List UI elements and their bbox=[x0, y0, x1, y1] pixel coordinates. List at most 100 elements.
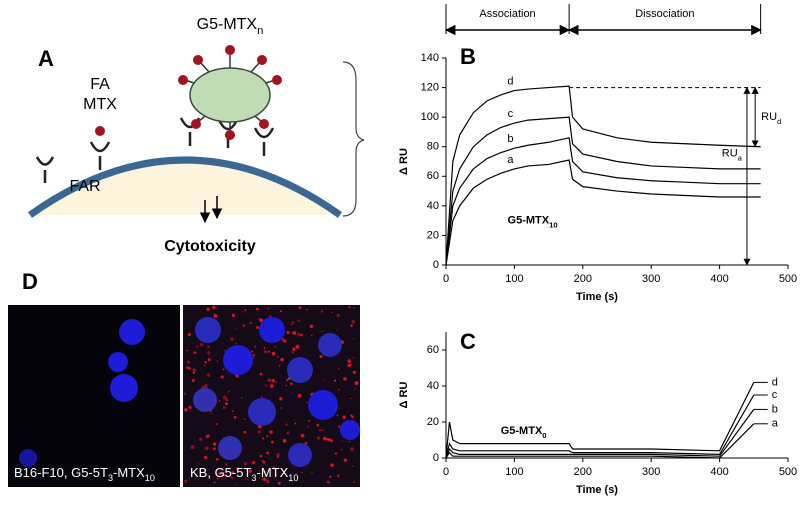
speckle bbox=[259, 455, 263, 458]
speckle bbox=[306, 401, 308, 404]
speckle bbox=[337, 388, 341, 391]
speckle bbox=[207, 351, 211, 355]
subscript: 10 bbox=[145, 473, 155, 483]
speckle bbox=[276, 453, 280, 457]
speckle bbox=[225, 463, 228, 466]
speckle bbox=[268, 378, 271, 382]
speckle bbox=[260, 396, 263, 398]
speckle bbox=[186, 349, 189, 352]
speckle bbox=[206, 307, 210, 311]
folate bbox=[95, 126, 105, 136]
speckle bbox=[323, 379, 325, 382]
speckle bbox=[267, 380, 269, 382]
y-tick-label: 140 bbox=[421, 52, 439, 64]
speckle bbox=[270, 384, 274, 388]
x-tick-label: 300 bbox=[642, 466, 660, 478]
speckle bbox=[282, 438, 287, 443]
speckle bbox=[280, 407, 283, 409]
speckle bbox=[283, 339, 287, 343]
series-label: b bbox=[772, 403, 778, 415]
brace bbox=[342, 61, 365, 217]
x-tick-label: 0 bbox=[443, 273, 449, 285]
speckle bbox=[242, 324, 246, 328]
speckle bbox=[206, 373, 211, 377]
x-tick-label: 500 bbox=[779, 466, 797, 478]
speckle bbox=[297, 307, 299, 309]
speckle bbox=[188, 405, 192, 409]
speckle bbox=[265, 479, 270, 484]
speckle bbox=[306, 308, 308, 311]
series-line bbox=[445, 116, 761, 266]
speckle bbox=[275, 474, 278, 476]
speckle bbox=[225, 402, 229, 406]
x-axis-title: Time (s) bbox=[576, 291, 618, 303]
x-axis-title: Time (s) bbox=[576, 484, 618, 496]
y-tick-label: 40 bbox=[427, 200, 439, 212]
image-caption: KB, G5-5T3-MTX10 bbox=[190, 465, 298, 483]
speckle bbox=[203, 364, 206, 367]
speckle bbox=[185, 365, 189, 370]
dendrimer bbox=[189, 67, 271, 123]
speckle bbox=[321, 429, 324, 432]
y-axis-title: Δ RU bbox=[398, 148, 410, 175]
speckle bbox=[347, 364, 351, 368]
speckle bbox=[343, 458, 347, 462]
speckle bbox=[265, 384, 268, 387]
panel-letter: B bbox=[460, 44, 476, 69]
subscript: 10 bbox=[288, 473, 298, 483]
speckle bbox=[301, 471, 303, 474]
speckle bbox=[236, 467, 240, 471]
speckle bbox=[277, 481, 281, 485]
speckle bbox=[184, 479, 188, 483]
speckle bbox=[252, 353, 256, 357]
speckle bbox=[243, 418, 246, 420]
speckle bbox=[291, 323, 293, 326]
speckle bbox=[323, 436, 327, 441]
speckle bbox=[211, 412, 213, 415]
speckle bbox=[191, 378, 195, 382]
speckle bbox=[279, 310, 282, 313]
speckle bbox=[266, 435, 269, 438]
speckle bbox=[351, 415, 354, 419]
speckle bbox=[350, 397, 352, 400]
speckle bbox=[280, 357, 284, 362]
speckle bbox=[258, 318, 261, 320]
speckle bbox=[213, 312, 215, 315]
panel-a: A FA MTX G5-MTXn FAR Cytotoxicity bbox=[27, 16, 365, 255]
speckle bbox=[241, 397, 243, 399]
speckle bbox=[276, 456, 279, 459]
panel-letter: D bbox=[22, 269, 38, 294]
speckle bbox=[267, 307, 270, 310]
series-label: d bbox=[507, 75, 513, 87]
subscript: a bbox=[738, 153, 743, 162]
speckle bbox=[299, 333, 303, 337]
speckle bbox=[206, 434, 210, 438]
speckle bbox=[295, 473, 298, 475]
speckle bbox=[262, 477, 267, 481]
speckle bbox=[291, 321, 295, 324]
series-label: d bbox=[772, 376, 778, 388]
x-tick-label: 100 bbox=[505, 466, 523, 478]
x-tick-label: 200 bbox=[574, 466, 592, 478]
speckle bbox=[292, 347, 296, 351]
annotation: G5-MTX0 bbox=[501, 425, 547, 440]
speckle bbox=[291, 331, 293, 334]
speckle bbox=[215, 423, 218, 425]
speckle bbox=[291, 351, 294, 354]
y-tick-label: 20 bbox=[427, 416, 439, 428]
annotation: G5-MTX10 bbox=[508, 215, 558, 230]
speckle bbox=[253, 345, 257, 348]
speckle bbox=[310, 334, 313, 337]
x-tick-label: 300 bbox=[642, 273, 660, 285]
panel-d: B16-F10, G5-5T3-MTX10 KB, G5-5T3-MTX10 bbox=[8, 305, 360, 487]
speckle bbox=[347, 359, 352, 363]
speckle bbox=[262, 437, 265, 440]
speckle bbox=[225, 474, 228, 477]
nuclei bbox=[19, 317, 360, 467]
y-tick-label: 60 bbox=[427, 170, 439, 182]
ligand-label: FA bbox=[90, 76, 110, 93]
text-part: G5-MTX bbox=[501, 425, 543, 437]
speckle bbox=[331, 311, 333, 314]
speckle bbox=[285, 379, 288, 382]
speckle bbox=[292, 331, 297, 335]
